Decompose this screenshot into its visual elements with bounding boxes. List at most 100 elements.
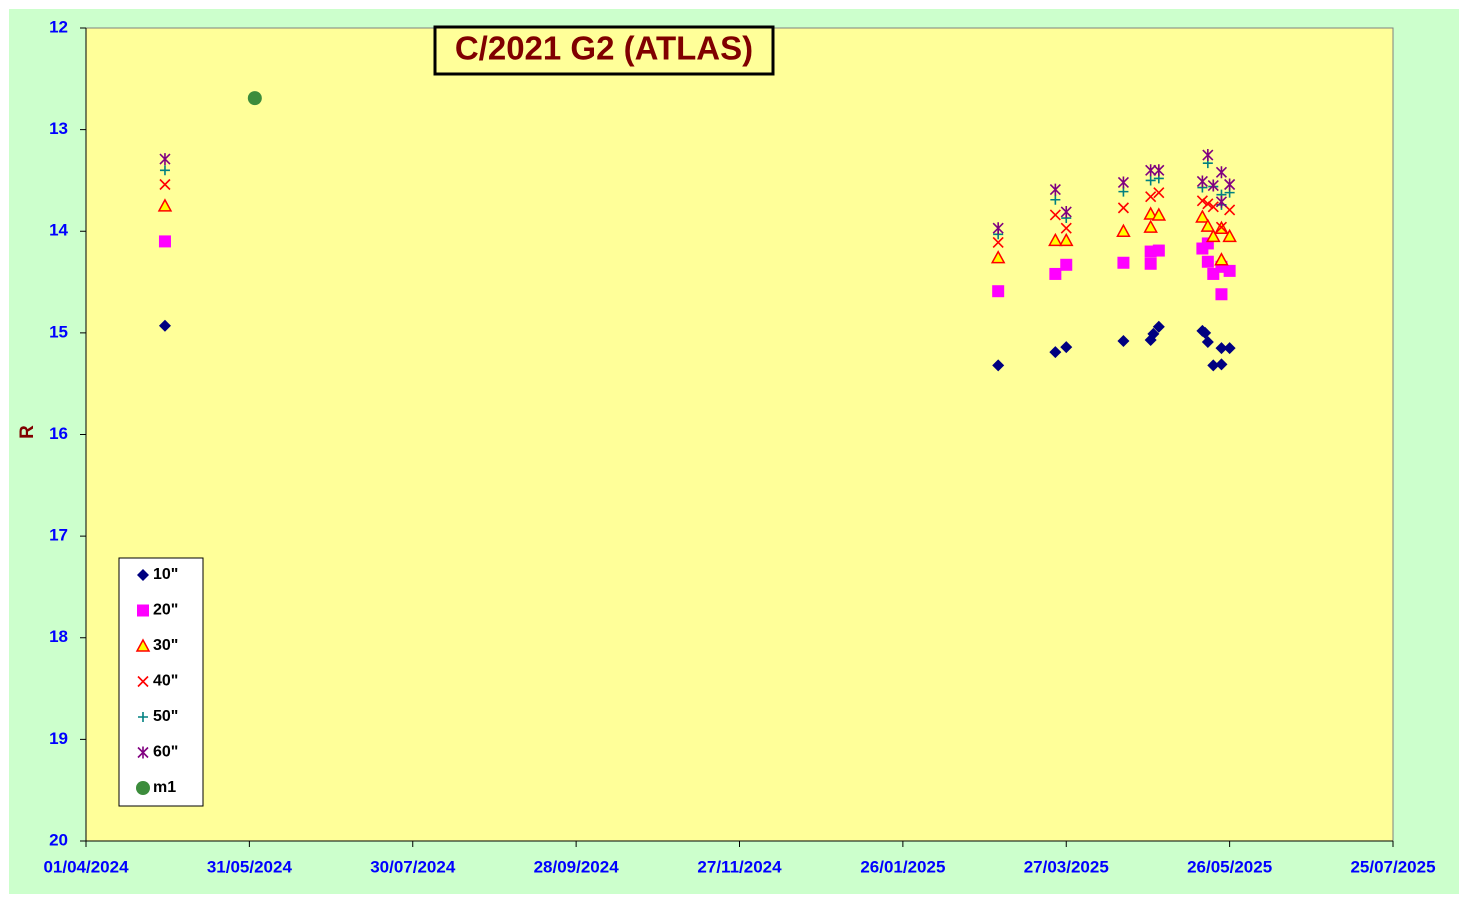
y-tick-label: 20 (49, 830, 68, 849)
marker (1060, 205, 1072, 218)
x-tick-label: 27/11/2024 (697, 857, 782, 876)
plot-area (85, 27, 1394, 842)
marker (990, 250, 1006, 264)
marker (1060, 258, 1073, 271)
y-tick-label: 13 (49, 119, 68, 138)
marker (1202, 149, 1214, 162)
legend-label: 10" (153, 566, 178, 583)
marker (159, 178, 171, 191)
marker (1153, 187, 1165, 199)
legend-label: 40" (153, 673, 178, 690)
marker (1200, 218, 1216, 232)
marker (1215, 358, 1228, 371)
marker (1201, 255, 1214, 268)
marker (158, 235, 171, 248)
x-tick-label: 30/07/2024 (370, 857, 456, 876)
marker (159, 165, 170, 176)
marker (1145, 164, 1157, 177)
marker (1207, 179, 1219, 192)
x-tick-label: 31/05/2024 (207, 857, 293, 876)
marker (1223, 264, 1236, 277)
x-tick-label: 26/05/2025 (1187, 857, 1272, 876)
marker (1048, 232, 1063, 247)
legend-label: 60" (153, 744, 178, 761)
marker (1117, 202, 1129, 214)
marker (1049, 183, 1061, 196)
layer (157, 91, 1237, 372)
y-tick-label: 17 (49, 526, 68, 545)
legend-marker (137, 675, 149, 688)
marker (1060, 341, 1073, 354)
marker (1214, 252, 1229, 266)
marker (1117, 176, 1129, 189)
marker (1224, 178, 1236, 191)
y-tick-label: 14 (49, 221, 68, 240)
legend-label: 50" (153, 708, 178, 725)
marker (1196, 175, 1208, 188)
legend-marker (135, 638, 151, 652)
marker (1049, 209, 1061, 221)
x-tick-label: 26/01/2025 (860, 857, 945, 876)
marker (1058, 232, 1074, 247)
marker (1215, 221, 1228, 233)
y-tick-label: 18 (49, 627, 68, 646)
marker (1153, 164, 1165, 177)
legend-label: 30" (153, 637, 178, 654)
x-tick-label: 01/04/2024 (43, 857, 129, 876)
marker (1202, 198, 1214, 210)
marker (992, 236, 1004, 248)
marker (1222, 228, 1237, 243)
chart-title: C/2021 G2 (ATLAS) (455, 30, 753, 67)
x-tick-label: 27/03/2025 (1024, 857, 1109, 876)
marker (157, 198, 173, 212)
marker (1207, 359, 1220, 372)
y-axis-label: R (17, 425, 38, 439)
marker (1117, 335, 1130, 348)
y-tick-label: 15 (49, 322, 68, 341)
y-tick-label: 12 (49, 17, 68, 36)
marker (247, 91, 262, 106)
marker (1195, 209, 1210, 223)
x-tick-label: 28/09/2024 (534, 857, 620, 876)
marker (1201, 336, 1214, 349)
marker (1199, 326, 1212, 339)
y-tick-label: 16 (49, 424, 68, 443)
marker (1049, 346, 1062, 359)
marker (1215, 342, 1228, 355)
marker (1196, 195, 1208, 207)
marker (992, 359, 1005, 372)
marker (1215, 166, 1228, 179)
marker (1152, 320, 1165, 333)
marker (1145, 191, 1157, 203)
marker (1050, 194, 1061, 205)
marker (1215, 288, 1228, 301)
marker (1215, 195, 1228, 208)
marker (1223, 342, 1236, 355)
title-box (433, 25, 775, 76)
marker (1145, 175, 1156, 186)
marker (992, 285, 1005, 298)
marker (992, 222, 1004, 235)
marker (1143, 219, 1158, 233)
legend-marker (137, 604, 149, 617)
marker (1207, 201, 1219, 213)
legend-marker (138, 712, 148, 722)
marker (1206, 228, 1221, 243)
marker (1049, 267, 1062, 280)
marker (158, 319, 171, 332)
legend-marker (136, 781, 150, 795)
marker (159, 153, 171, 166)
marker (1143, 206, 1158, 220)
legend-box (118, 557, 204, 807)
marker (1060, 222, 1072, 234)
legend-label: m1 (153, 779, 176, 796)
marker (1147, 327, 1160, 340)
legend-label: 20" (153, 602, 178, 619)
marker (1116, 223, 1131, 237)
x-tick-label: 25/07/2025 (1350, 857, 1435, 876)
marker (1152, 244, 1165, 257)
y-tick-label: 19 (49, 729, 68, 748)
legend-marker (137, 569, 149, 581)
marker (1151, 207, 1167, 221)
